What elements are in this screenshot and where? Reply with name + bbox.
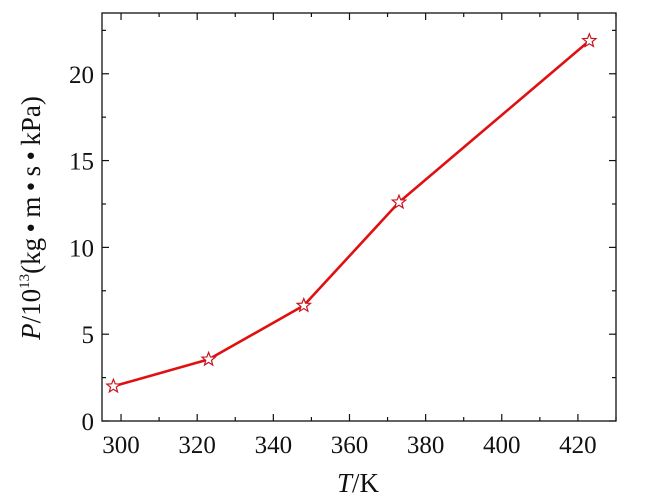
plot-frame [101, 12, 617, 422]
x-axis-variable: T [337, 468, 354, 498]
series-line [113, 39, 591, 388]
y-axis-unit-prefix: /10 [16, 289, 46, 324]
y-tick-label: 0 [82, 409, 95, 436]
data-point [390, 193, 408, 210]
x-tick-label: 420 [559, 432, 597, 459]
y-tick-label: 5 [82, 322, 95, 349]
y-axis-variable: P [16, 323, 46, 341]
x-tick-label: 340 [255, 432, 293, 459]
data-point [200, 350, 217, 367]
axes: 300 320 340 360 380 400 420 0 5 10 15 20 [69, 12, 617, 459]
y-axis-unit-exponent: 13 [17, 274, 33, 289]
x-tick-label: 400 [483, 432, 521, 459]
data-point [105, 377, 122, 394]
y-tick-label: 10 [69, 235, 94, 262]
x-axis-title: T/K [337, 468, 380, 498]
y-tick-label: 20 [69, 62, 94, 89]
data-point [581, 32, 598, 48]
x-tick-label: 360 [331, 432, 369, 459]
x-axis-unit: /K [352, 468, 380, 498]
x-tick-label: 300 [102, 432, 140, 459]
y-axis-unit-suffix: (kg • m • s • kPa) [16, 96, 46, 274]
data-point [295, 296, 313, 313]
y-tick-label: 15 [69, 149, 94, 176]
plot-area [105, 32, 598, 394]
x-tick-label: 320 [178, 432, 216, 459]
y-axis-title: P/1013(kg • m • s • kPa) [16, 96, 46, 341]
x-tick-label: 380 [407, 432, 445, 459]
